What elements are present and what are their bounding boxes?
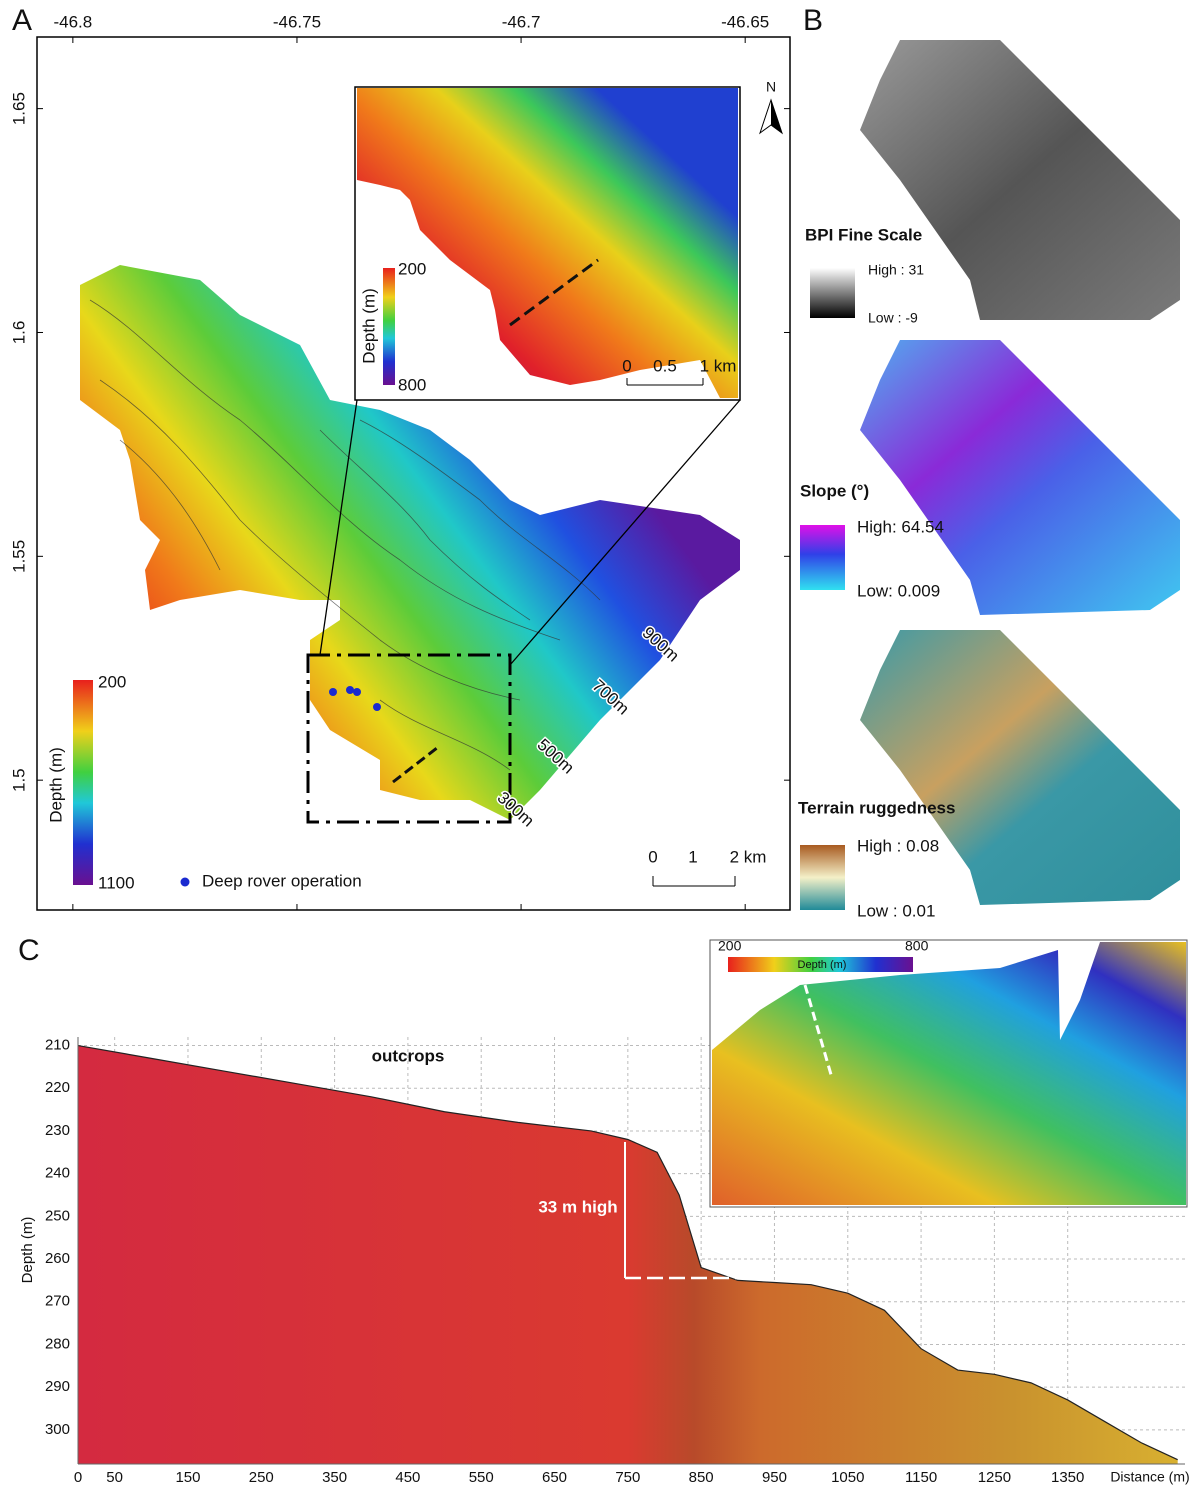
panel-a: A N 200 1100 Depth (m) Deep rover operat… (9, 4, 790, 910)
x-tick-label: 250 (249, 1469, 274, 1486)
scale-label: 0.5 (653, 356, 677, 375)
y-tick-label: 290 (45, 1378, 70, 1395)
y-tick-label: 1.65 (9, 92, 28, 125)
y-tick-label: 1.55 (9, 540, 28, 573)
panel-label: C (18, 934, 40, 967)
y-tick-label: 1.6 (9, 321, 28, 345)
scale-label: 2 km (730, 847, 767, 866)
legend-label: Deep rover operation (202, 871, 362, 890)
layer-title: Slope (°) (800, 481, 869, 500)
north-label: N (766, 79, 776, 95)
x-tick-label: -46.75 (273, 12, 321, 31)
inset-colorbar-max: 800 (905, 938, 929, 954)
annotation: outcrops (372, 1046, 445, 1065)
x-tick-label: 1350 (1051, 1469, 1084, 1486)
x-tick-label: 750 (615, 1469, 640, 1486)
y-tick-label: 230 (45, 1122, 70, 1139)
inset-colorbar-min: 800 (398, 375, 426, 394)
colorbar (73, 680, 93, 885)
inset-colorbar-min: 200 (718, 938, 742, 954)
x-tick-label: 950 (762, 1469, 787, 1486)
y-tick-label: 270 (45, 1293, 70, 1310)
y-tick-label: 240 (45, 1165, 70, 1182)
colorbar-low: Low : -9 (868, 310, 918, 326)
y-tick-label: 300 (45, 1421, 70, 1438)
x-axis-label: Distance (m) (1110, 1469, 1189, 1485)
colorbar (800, 845, 845, 910)
inset-colorbar-max: 200 (398, 259, 426, 278)
x-tick-label: -46.7 (502, 12, 541, 31)
bpi-map (860, 40, 1180, 320)
y-tick-label: 260 (45, 1250, 70, 1267)
colorbar-low: Low: 0.009 (857, 581, 940, 600)
annotation: 33 m high (538, 1197, 617, 1216)
y-tick-label: 1.5 (9, 768, 28, 792)
colorbar-low: Low : 0.01 (857, 901, 935, 920)
layer-title: BPI Fine Scale (805, 225, 922, 244)
colorbar-min: 1100 (98, 873, 135, 892)
x-tick-label: 1250 (978, 1469, 1011, 1486)
x-tick-label: 50 (106, 1469, 123, 1486)
ruggedness-map (860, 630, 1180, 905)
y-tick-label: 250 (45, 1207, 70, 1224)
slope-map (860, 340, 1180, 615)
scale-label: 0 (648, 847, 657, 866)
x-tick-label: -46.8 (53, 12, 92, 31)
x-tick-label: 150 (175, 1469, 200, 1486)
colorbar-title: Depth (m) (46, 747, 65, 823)
colorbar-max: 200 (98, 672, 126, 691)
colorbar-high: High: 64.54 (857, 517, 944, 536)
inset-colorbar-title: Depth (m) (359, 288, 378, 364)
x-tick-label: 450 (395, 1469, 420, 1486)
panel-c: C 210 220 230 240 250 260 270 280 290 300 0 50 150 25… (18, 934, 1189, 1486)
x-tick-label: 1050 (831, 1469, 864, 1486)
colorbar-high: High : 31 (868, 262, 924, 278)
y-tick-label: 210 (45, 1037, 70, 1054)
x-tick-label: 550 (469, 1469, 494, 1486)
scale-label: 1 km (700, 356, 737, 375)
x-tick-label: 650 (542, 1469, 567, 1486)
y-tick-label: 220 (45, 1079, 70, 1096)
colorbar (800, 525, 845, 590)
colorbar-high: High : 0.08 (857, 836, 939, 855)
scale-label: 1 (688, 847, 697, 866)
x-tick-label: 0 (74, 1469, 82, 1486)
x-tick-label: 350 (322, 1469, 347, 1486)
inset-colorbar-title: Depth (m) (798, 959, 847, 971)
x-tick-label: -46.65 (721, 12, 769, 31)
scale-label: 0 (622, 356, 631, 375)
panel-label: B (803, 4, 823, 37)
layer-title: Terrain ruggedness (798, 798, 955, 817)
x-tick-label: 1150 (905, 1469, 937, 1486)
panel-label: A (12, 4, 32, 37)
legend-marker (181, 878, 190, 887)
y-tick-label: 280 (45, 1335, 70, 1352)
figure: A N 200 1100 Depth (m) Deep rover operat… (0, 0, 1189, 1493)
x-tick-label: 850 (689, 1469, 714, 1486)
y-axis-label: Depth (m) (19, 1217, 36, 1284)
colorbar (810, 268, 855, 318)
panel-b: B BPI Fine Scale High : 31 Low : -9 Slop… (798, 4, 1180, 921)
inset-colorbar (383, 268, 395, 385)
